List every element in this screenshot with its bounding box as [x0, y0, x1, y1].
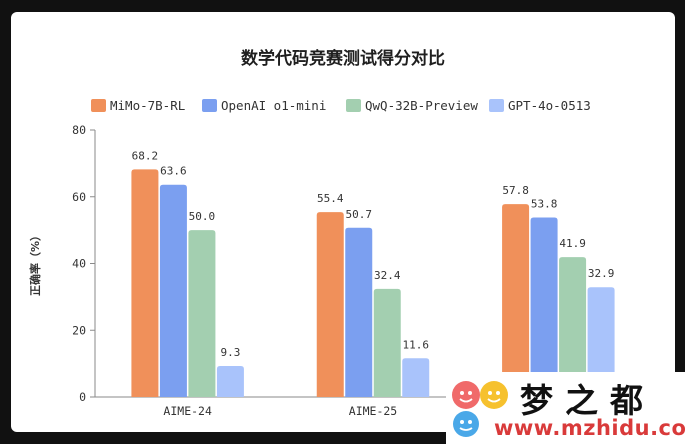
data-label-1-1: 50.7: [346, 208, 373, 221]
legend-swatch-0: [91, 99, 106, 112]
chart-card: 数学代码竞赛测试得分对比 MiMo-7B-RL OpenAI o1-mini QwQ-…: [11, 12, 675, 432]
data-label-0-0: 68.2: [132, 149, 159, 162]
legend-swatch-3: [489, 99, 504, 112]
data-label-2-3: 32.9: [588, 267, 615, 280]
bar-2-1: [530, 217, 558, 397]
watermark-url: www.mzhidu.com: [494, 416, 685, 440]
data-label-0-3: 9.3: [220, 346, 240, 359]
bar-0-0: [131, 169, 159, 397]
y-tick-label-2: 40: [72, 257, 86, 271]
bar-0-1: [159, 184, 187, 397]
bar-2-3: [587, 287, 615, 397]
legend-label-3: GPT-4o-0513: [508, 98, 591, 113]
legend-swatch-2: [346, 99, 361, 112]
bar-1-3: [402, 358, 430, 397]
y-axis-label: 正确率（%）: [28, 230, 42, 296]
legend-label-2: QwQ-32B-Preview: [365, 98, 478, 113]
data-label-1-3: 11.6: [403, 338, 430, 351]
bar-0-2: [188, 230, 216, 397]
data-label-2-2: 41.9: [559, 237, 586, 250]
y-tick-label-4: 80: [72, 123, 86, 137]
y-tick-label-3: 60: [72, 190, 86, 204]
data-label-1-0: 55.4: [317, 192, 344, 205]
data-label-1-2: 32.4: [374, 269, 401, 282]
watermark-logo-icon: [452, 381, 508, 437]
x-tick-label-0: AIME-24: [163, 404, 212, 418]
x-tick-label-1: AIME-25: [349, 404, 397, 418]
legend-swatch-1: [202, 99, 217, 112]
data-label-2-0: 57.8: [502, 184, 529, 197]
bar-2-2: [559, 257, 587, 397]
bar-2-0: [502, 204, 530, 397]
bar-1-1: [345, 227, 373, 397]
data-label-0-2: 50.0: [189, 210, 216, 223]
chart-title: 数学代码竞赛测试得分对比: [241, 48, 445, 69]
watermark-title: 梦之都: [520, 381, 655, 420]
data-label-0-1: 63.6: [160, 165, 187, 178]
bar-1-2: [373, 288, 401, 397]
watermark: 梦之都 www.mzhidu.com: [446, 372, 685, 444]
legend-label-0: MiMo-7B-RL: [110, 98, 185, 113]
legend-label-1: OpenAI o1-mini: [221, 98, 326, 113]
bar-0-3: [216, 365, 244, 397]
bar-1-0: [316, 212, 344, 397]
chart: 数学代码竞赛测试得分对比 MiMo-7B-RL OpenAI o1-mini QwQ-…: [28, 48, 651, 418]
y-tick-label-1: 20: [72, 323, 86, 337]
data-label-2-1: 53.8: [531, 197, 558, 210]
y-tick-label-0: 0: [79, 390, 86, 404]
